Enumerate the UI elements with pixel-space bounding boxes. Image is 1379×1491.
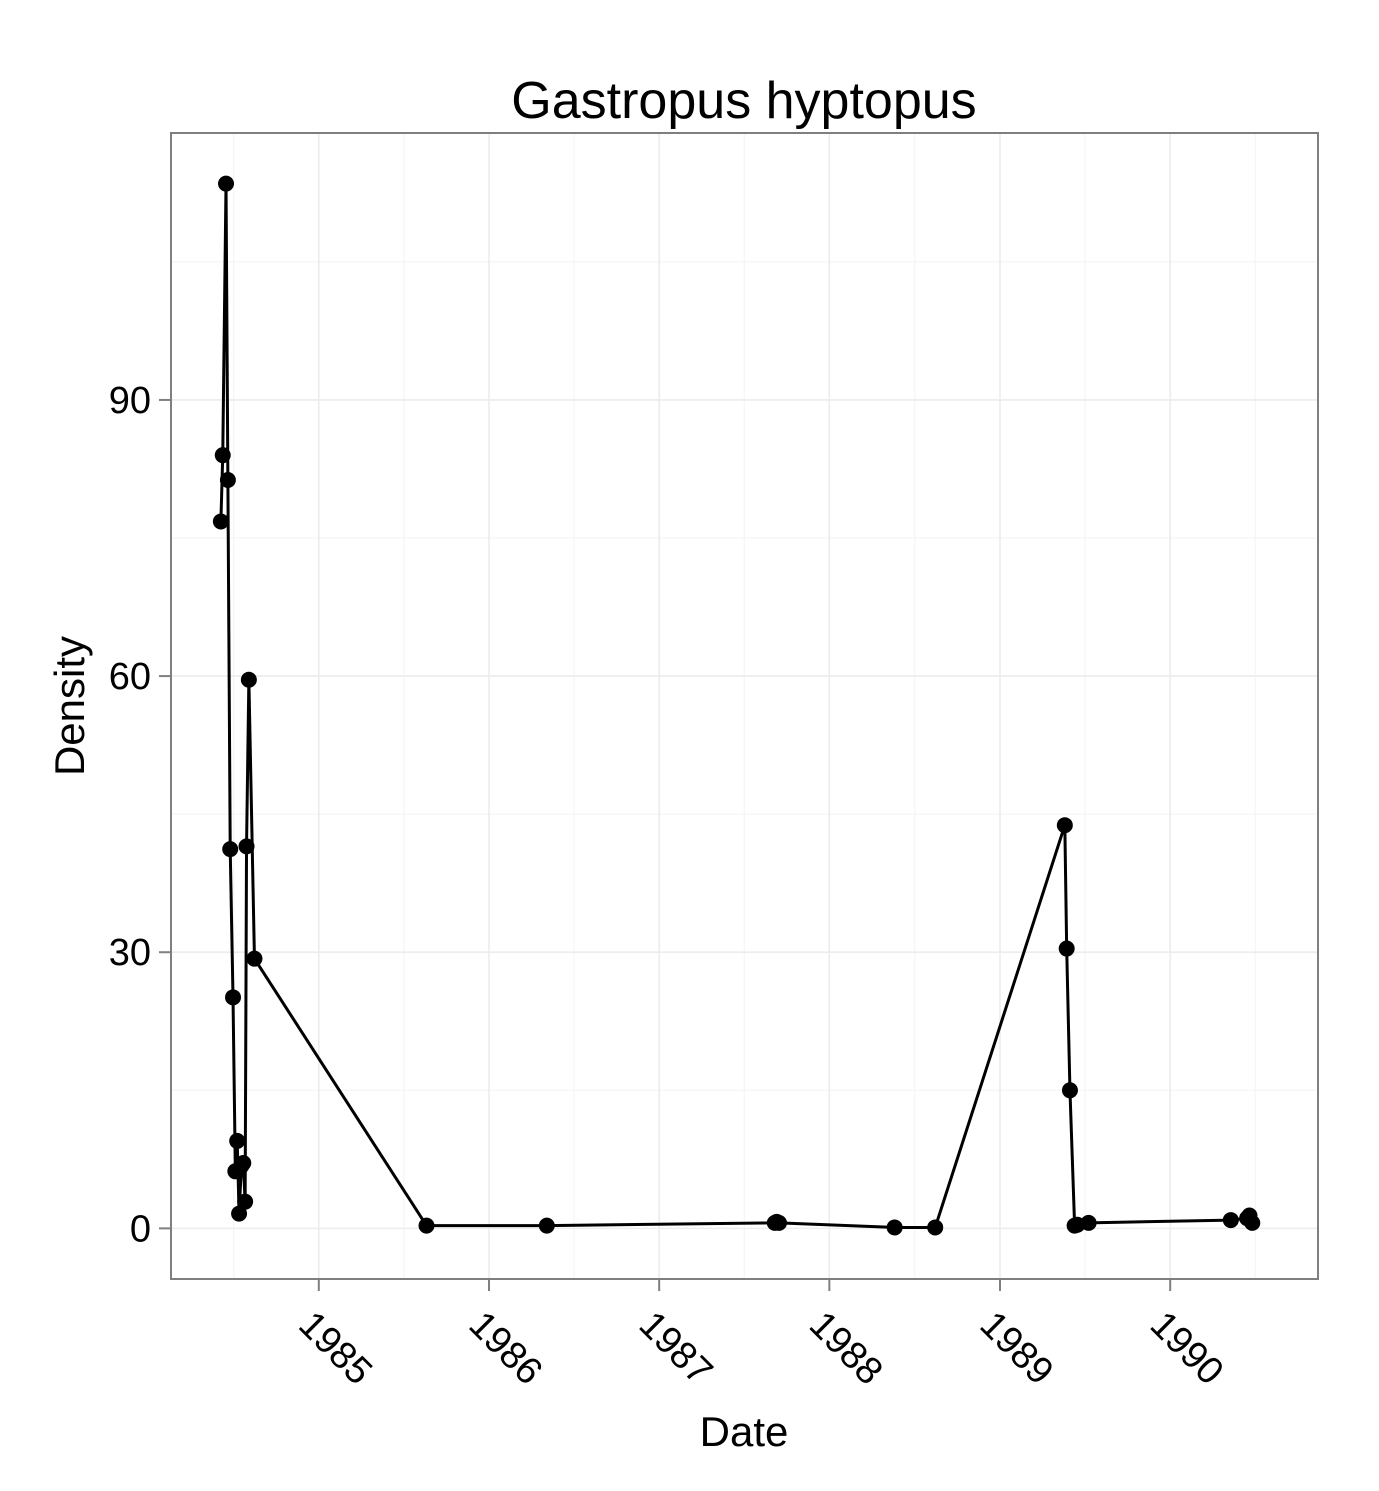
- y-tick-label: 90: [109, 380, 151, 422]
- data-point: [231, 1205, 248, 1222]
- data-point: [240, 671, 257, 688]
- data-point: [222, 841, 239, 858]
- chart-title: Gastropus hyptopus: [511, 72, 976, 130]
- x-tick-label: 1989: [972, 1304, 1061, 1393]
- data-point: [225, 989, 242, 1006]
- data-point: [235, 1155, 252, 1172]
- y-axis-label: Density: [46, 636, 93, 776]
- data-point: [771, 1214, 788, 1231]
- data-point: [927, 1219, 944, 1236]
- data-point: [229, 1132, 246, 1149]
- x-tick-label: 1990: [1142, 1304, 1231, 1393]
- plot-border: [170, 132, 1319, 1280]
- data-point: [1061, 1082, 1078, 1099]
- grid-major: [171, 133, 1318, 1279]
- data-point: [237, 1193, 254, 1210]
- data-point: [538, 1217, 555, 1234]
- x-tick-label: 1986: [461, 1304, 550, 1393]
- y-axis: 0 30 60 90: [109, 380, 171, 1250]
- data-point: [1244, 1214, 1261, 1231]
- x-tick-label: 1988: [801, 1304, 890, 1393]
- data-point: [886, 1219, 903, 1236]
- data-point: [238, 838, 255, 855]
- data-point: [219, 472, 236, 489]
- data-point: [214, 447, 231, 464]
- data-point: [1058, 940, 1075, 957]
- data-point: [212, 513, 229, 530]
- data-point: [418, 1217, 435, 1234]
- x-tick-label: 1987: [631, 1304, 720, 1393]
- x-axis-label: Date: [700, 1408, 789, 1455]
- grid-minor: [171, 133, 1318, 1279]
- x-axis: 1985 1986 1987 1988 1989 1990: [290, 1279, 1231, 1393]
- data-point: [218, 175, 235, 192]
- x-tick-label: 1985: [290, 1304, 379, 1393]
- data-point: [1056, 817, 1073, 834]
- data-point: [1080, 1214, 1097, 1231]
- y-tick-label: 60: [109, 656, 151, 698]
- series-group: [212, 175, 1261, 1236]
- plot-area: [170, 132, 1319, 1280]
- data-point: [1222, 1212, 1239, 1229]
- y-tick-label: 0: [130, 1208, 151, 1250]
- y-tick-label: 30: [109, 932, 151, 974]
- data-point: [246, 950, 263, 967]
